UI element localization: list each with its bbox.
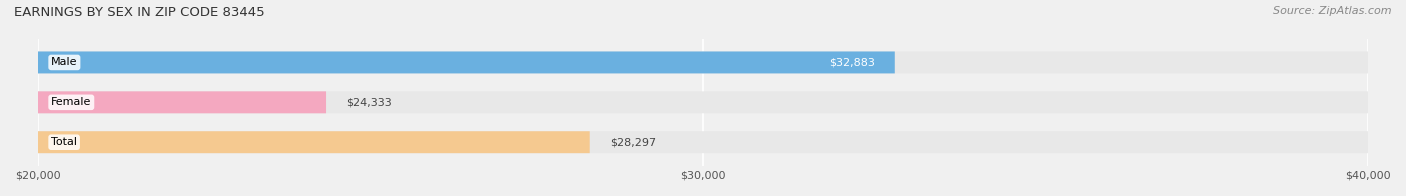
Text: EARNINGS BY SEX IN ZIP CODE 83445: EARNINGS BY SEX IN ZIP CODE 83445 bbox=[14, 6, 264, 19]
Text: Female: Female bbox=[51, 97, 91, 107]
FancyBboxPatch shape bbox=[38, 91, 326, 113]
Text: Source: ZipAtlas.com: Source: ZipAtlas.com bbox=[1274, 6, 1392, 16]
FancyBboxPatch shape bbox=[38, 131, 1368, 153]
Text: $28,297: $28,297 bbox=[610, 137, 655, 147]
Text: Total: Total bbox=[51, 137, 77, 147]
Text: $24,333: $24,333 bbox=[346, 97, 392, 107]
FancyBboxPatch shape bbox=[38, 91, 1368, 113]
FancyBboxPatch shape bbox=[38, 131, 589, 153]
FancyBboxPatch shape bbox=[38, 52, 894, 74]
Text: $32,883: $32,883 bbox=[830, 57, 875, 67]
Text: Male: Male bbox=[51, 57, 77, 67]
FancyBboxPatch shape bbox=[38, 52, 1368, 74]
